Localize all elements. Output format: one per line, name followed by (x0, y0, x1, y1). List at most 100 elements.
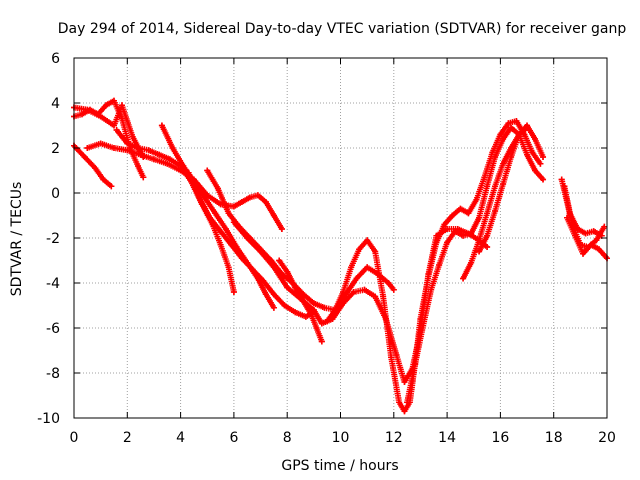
data-point (100, 176, 107, 183)
data-point (500, 160, 507, 167)
data-point (476, 237, 483, 244)
data-point (278, 226, 285, 232)
data-point (246, 194, 253, 201)
x-tick-label: 16 (491, 430, 509, 446)
data-point (492, 183, 499, 190)
data-point (460, 232, 467, 239)
data-point (484, 183, 491, 190)
data-point (137, 151, 144, 158)
data-point (468, 259, 475, 266)
data-point (449, 212, 456, 219)
data-point (540, 154, 547, 160)
data-point (84, 145, 91, 151)
data-series (71, 97, 610, 415)
data-point (444, 239, 451, 246)
x-tick-label: 2 (123, 430, 132, 446)
series-track-17 (564, 214, 610, 262)
data-point (361, 286, 368, 293)
data-point (113, 127, 120, 133)
data-point (356, 246, 363, 253)
data-point (318, 338, 325, 345)
data-point (230, 289, 237, 295)
data-point (324, 318, 331, 325)
data-point (596, 246, 603, 253)
data-point (476, 214, 483, 221)
chart-title: Day 294 of 2014, Sidereal Day-to-day VTE… (58, 21, 627, 37)
data-point (473, 196, 480, 203)
data-point (260, 277, 267, 284)
data-point (433, 239, 440, 246)
data-point (180, 163, 187, 169)
data-point (500, 136, 507, 142)
data-point (353, 275, 360, 282)
data-point (214, 185, 221, 192)
data-point (380, 293, 387, 300)
data-point (441, 221, 448, 228)
data-point (110, 97, 117, 104)
data-point (217, 241, 224, 248)
data-point (420, 322, 427, 329)
data-point (185, 169, 192, 176)
y-tick-label: -6 (46, 321, 60, 337)
data-point (270, 264, 277, 271)
data-point (78, 111, 85, 118)
data-point (97, 113, 104, 120)
series-track-2 (71, 142, 115, 190)
data-point (124, 140, 131, 147)
series-markers (404, 124, 546, 406)
y-tick-label: 4 (51, 96, 60, 112)
data-point (505, 120, 512, 127)
data-point (81, 154, 88, 160)
data-point (404, 399, 411, 406)
data-point (529, 149, 536, 156)
data-point (332, 307, 339, 313)
data-point (508, 124, 515, 131)
data-point (580, 250, 587, 257)
x-axis-label: GPS time / hours (281, 458, 398, 474)
data-point (436, 262, 443, 268)
data-point (84, 106, 91, 113)
data-point (564, 214, 571, 221)
data-point (313, 325, 320, 331)
data-point (582, 230, 589, 237)
data-point (124, 147, 131, 154)
data-point (281, 302, 288, 309)
data-point (500, 181, 507, 187)
y-tick-label: -8 (46, 366, 60, 382)
data-point (601, 223, 608, 230)
data-point (230, 203, 237, 210)
data-point (537, 160, 544, 167)
data-point (164, 160, 171, 167)
data-point (561, 183, 568, 190)
y-tick-label: -2 (46, 231, 60, 247)
x-tick-labels: 0 2 4 6 8 10 12 14 16 18 20 (70, 430, 616, 446)
data-point (310, 307, 317, 313)
x-tick-label: 0 (70, 430, 79, 446)
data-point (230, 219, 237, 226)
data-point (225, 210, 232, 217)
data-point (340, 300, 347, 307)
data-point (102, 102, 109, 109)
data-point (276, 257, 283, 264)
data-point (134, 163, 141, 169)
data-point (284, 268, 291, 275)
y-tick-label: -10 (37, 411, 60, 427)
grid-lines (74, 58, 607, 418)
x-tick-label: 4 (176, 430, 185, 446)
data-point (476, 248, 483, 255)
data-point (150, 156, 157, 163)
data-point (364, 237, 371, 244)
x-tick-label: 20 (598, 430, 616, 446)
data-point (396, 399, 403, 406)
data-point (508, 154, 515, 160)
data-point (238, 255, 245, 262)
data-point (262, 291, 269, 298)
data-point (484, 232, 491, 239)
data-point (145, 147, 152, 154)
data-point (593, 237, 600, 244)
data-point (262, 199, 269, 205)
data-point (572, 232, 579, 239)
data-point (228, 241, 235, 248)
series-markers (324, 118, 544, 415)
